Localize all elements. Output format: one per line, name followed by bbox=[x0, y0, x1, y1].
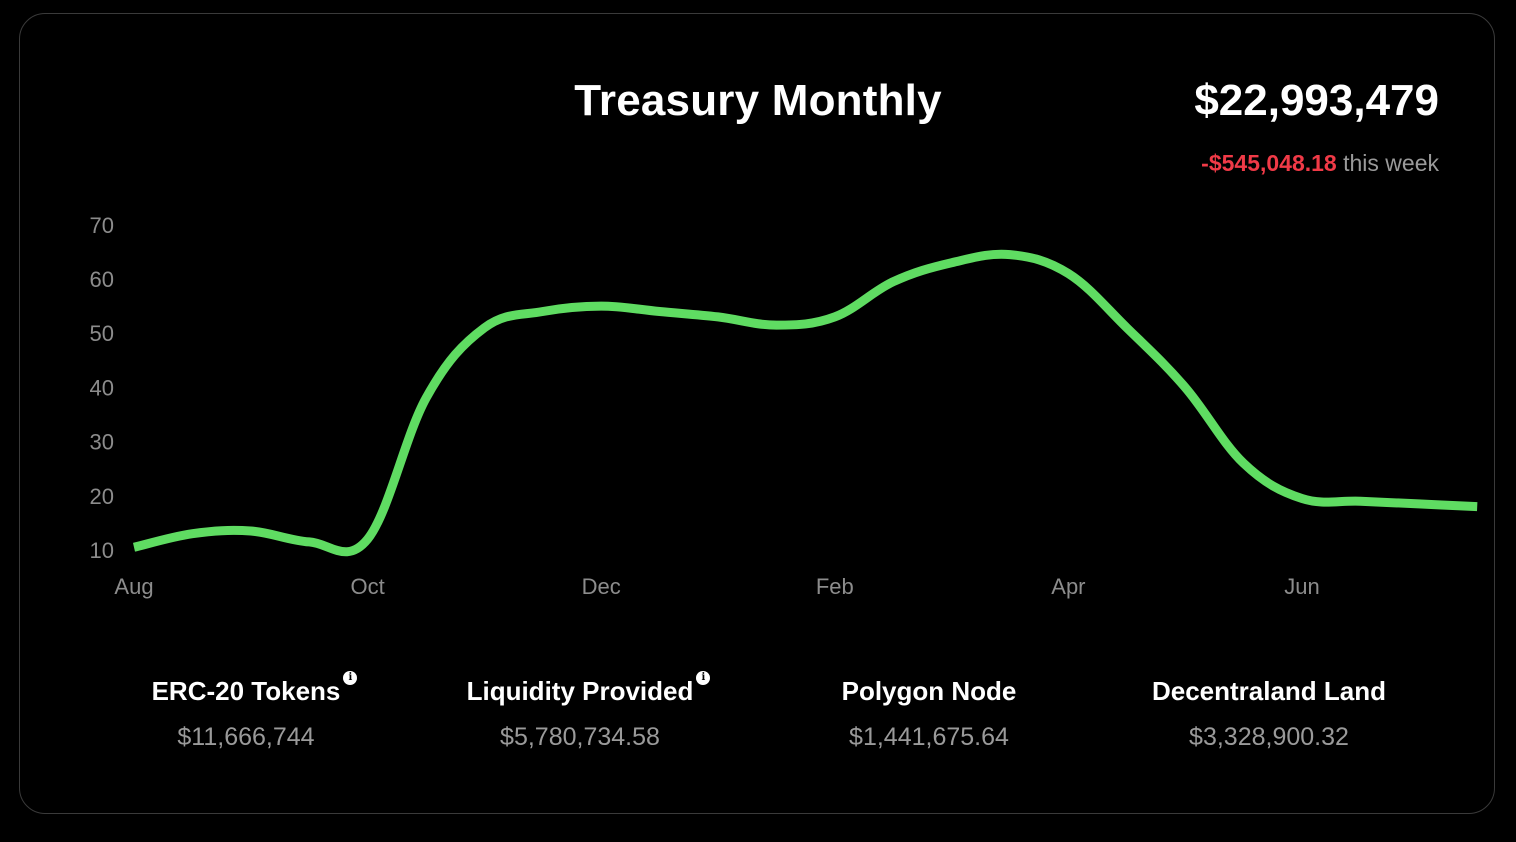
chart-title: Treasury Monthly bbox=[574, 76, 942, 125]
x-tick-label: Jun bbox=[1284, 574, 1319, 599]
treasury-total: $22,993,479 bbox=[1194, 76, 1439, 125]
weekly-change-suffix: this week bbox=[1343, 150, 1439, 176]
asset-liquidity-provided: Liquidity Provided i $5,780,734.58 bbox=[410, 671, 750, 752]
y-tick-label: 40 bbox=[90, 375, 114, 400]
info-icon[interactable]: i bbox=[343, 671, 358, 685]
asset-value: $5,780,734.58 bbox=[500, 723, 660, 751]
asset-polygon-node: Polygon Node $1,441,675.64 bbox=[759, 676, 1099, 752]
x-tick-label: Dec bbox=[582, 574, 621, 599]
asset-value: $11,666,744 bbox=[177, 723, 315, 751]
asset-name: Decentraland Land bbox=[1152, 676, 1386, 707]
asset-name: Polygon Node bbox=[842, 676, 1017, 707]
y-tick-label: 30 bbox=[90, 430, 114, 455]
asset-name: ERC-20 Tokens i bbox=[151, 671, 358, 707]
treasury-card bbox=[19, 13, 1495, 814]
y-tick-label: 70 bbox=[90, 213, 114, 238]
asset-name: Liquidity Provided i bbox=[466, 671, 711, 707]
x-tick-label: Aug bbox=[114, 574, 153, 599]
x-tick-label: Apr bbox=[1051, 574, 1085, 599]
y-tick-label: 50 bbox=[90, 321, 114, 346]
weekly-change-value: -$545,048.18 bbox=[1201, 150, 1337, 176]
series-line bbox=[132, 249, 1478, 557]
asset-value: $1,441,675.64 bbox=[849, 723, 1009, 751]
asset-value: $3,328,900.32 bbox=[1189, 723, 1349, 751]
asset-decentraland-land: Decentraland Land $3,328,900.32 bbox=[1099, 676, 1439, 752]
asset-erc20-tokens: ERC-20 Tokens i $11,666,744 bbox=[76, 671, 416, 752]
asset-breakdown: ERC-20 Tokens i $11,666,744 Liquidity Pr… bbox=[0, 671, 1516, 776]
x-tick-label: Oct bbox=[350, 574, 384, 599]
info-icon[interactable]: i bbox=[696, 671, 711, 685]
y-tick-label: 60 bbox=[90, 267, 114, 292]
asset-name-label: Decentraland Land bbox=[1151, 676, 1387, 706]
asset-name-label: ERC-20 Tokens bbox=[151, 676, 341, 706]
asset-name-label: Liquidity Provided bbox=[466, 676, 694, 706]
asset-name-label: Polygon Node bbox=[841, 676, 1017, 706]
y-tick-label: 10 bbox=[90, 538, 114, 563]
weekly-change: -$545,048.18 this week bbox=[1201, 150, 1439, 177]
y-tick-label: 20 bbox=[90, 484, 114, 509]
x-tick-label: Feb bbox=[816, 574, 854, 599]
